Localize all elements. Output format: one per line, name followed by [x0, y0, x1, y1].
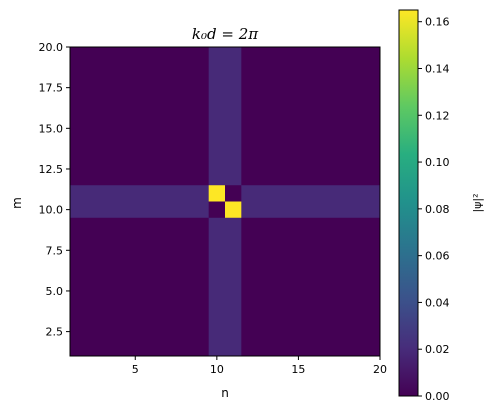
heatmap-cell [208, 185, 225, 202]
heatmap-cell [208, 201, 225, 218]
y-tick-label: 2.5 [46, 326, 64, 339]
colorbar-tick-label: 0.00 [425, 390, 450, 403]
x-tick-label: 20 [373, 363, 387, 376]
colorbar-tick-label: 0.04 [425, 296, 450, 309]
colorbar-gradient [398, 9, 419, 397]
y-axis-label: m [10, 197, 24, 209]
colorbar-tick-label: 0.14 [425, 62, 450, 75]
y-tick-label: 20.0 [39, 41, 64, 54]
y-tick-label: 12.5 [39, 163, 64, 176]
colorbar-tick-label: 0.02 [425, 343, 450, 356]
heatmap-cell [225, 185, 242, 202]
colorbar-label: |ψ|² [471, 193, 484, 212]
y-tick-label: 5.0 [46, 285, 64, 298]
y-tick-label: 10.0 [39, 204, 64, 217]
x-axis: 5 10 15 20 [132, 356, 387, 376]
y-tick-label: 7.5 [46, 244, 64, 257]
colorbar: 0.00 0.02 0.04 0.06 0.08 0.10 0.12 0.14 0.16 |ψ|… [398, 9, 484, 403]
colorbar-tick-label: 0.10 [425, 156, 450, 169]
plot-frame [69, 46, 381, 357]
y-tick-label: 15.0 [39, 122, 64, 135]
heatmap-cell [225, 201, 242, 218]
colorbar-tick-label: 0.06 [425, 250, 450, 263]
x-tick-label: 10 [210, 363, 224, 376]
y-tick-label: 17.5 [39, 82, 64, 95]
plot-area [69, 46, 381, 357]
chart-title: k₀d = 2π [192, 25, 259, 43]
colorbar-tick-label: 0.08 [425, 203, 450, 216]
colorbar-tick-label: 0.12 [425, 109, 450, 122]
x-axis-label: n [221, 386, 229, 400]
colorbar-tick-label: 0.16 [425, 16, 450, 29]
x-tick-label: 5 [132, 363, 139, 376]
x-tick-label: 15 [291, 363, 305, 376]
y-axis: 2.5 5.0 7.5 10.0 12.5 15.0 17.5 20.0 [39, 41, 70, 339]
